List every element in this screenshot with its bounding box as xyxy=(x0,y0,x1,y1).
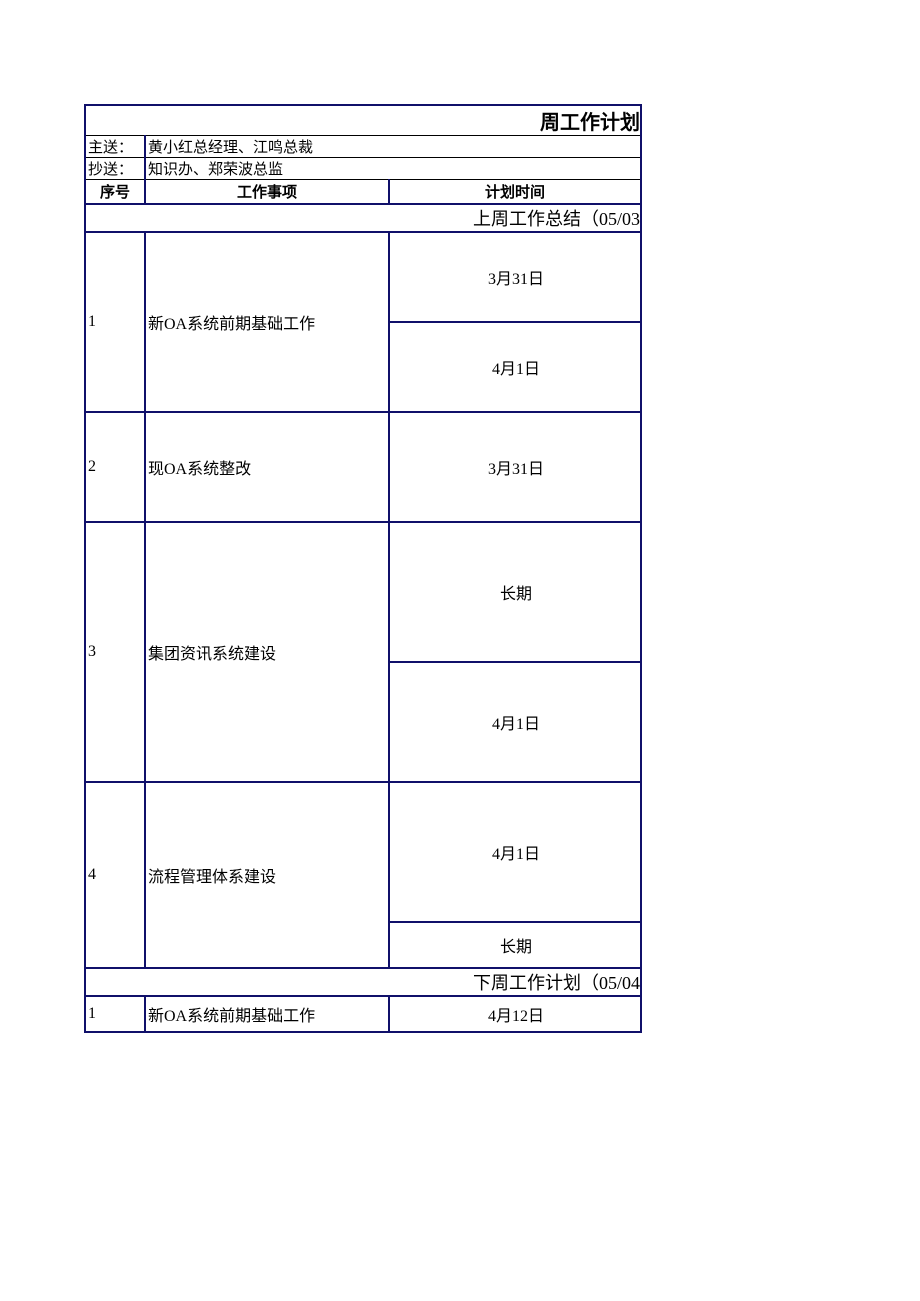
table-row: 1新OA系统前期基础工作3月31日 xyxy=(85,232,641,322)
row-index: 1 xyxy=(85,996,145,1032)
section-next-title: 下周工作计划（05/04 xyxy=(85,968,641,996)
title-row: 周工作计划 xyxy=(85,105,641,136)
send-value: 黄小红总经理、江鸣总裁 xyxy=(145,136,641,158)
meta-cc-row: 抄送： 知识办、郑荣波总监 xyxy=(85,158,641,180)
row-time: 3月31日 xyxy=(389,412,641,522)
meta-send-row: 主送： 黄小红总经理、江鸣总裁 xyxy=(85,136,641,158)
table-row: 2现OA系统整改3月31日 xyxy=(85,412,641,522)
row-time: 4月1日 xyxy=(389,782,641,922)
section-prev-title: 上周工作总结（05/03 xyxy=(85,204,641,232)
row-time: 4月1日 xyxy=(389,322,641,412)
row-index: 1 xyxy=(85,232,145,412)
row-item: 新OA系统前期基础工作 xyxy=(145,232,389,412)
row-time: 长期 xyxy=(389,522,641,662)
row-item: 集团资讯系统建设 xyxy=(145,522,389,782)
send-label: 主送： xyxy=(85,136,145,158)
section-next-row: 下周工作计划（05/04 xyxy=(85,968,641,996)
row-time: 4月1日 xyxy=(389,662,641,782)
row-time: 4月12日 xyxy=(389,996,641,1032)
row-item: 流程管理体系建设 xyxy=(145,782,389,968)
row-index: 2 xyxy=(85,412,145,522)
col-time-header: 计划时间 xyxy=(389,180,641,204)
column-header-row: 序号 工作事项 计划时间 xyxy=(85,180,641,204)
row-time: 3月31日 xyxy=(389,232,641,322)
table-row: 4流程管理体系建设4月1日 xyxy=(85,782,641,922)
cc-label: 抄送： xyxy=(85,158,145,180)
row-time: 长期 xyxy=(389,922,641,968)
doc-title: 周工作计划 xyxy=(85,105,641,136)
col-item-header: 工作事项 xyxy=(145,180,389,204)
row-index: 3 xyxy=(85,522,145,782)
col-idx-header: 序号 xyxy=(85,180,145,204)
row-index: 4 xyxy=(85,782,145,968)
work-plan-table: 周工作计划 主送： 黄小红总经理、江鸣总裁 抄送： 知识办、郑荣波总监 序号 工… xyxy=(84,104,640,1033)
table-row: 1新OA系统前期基础工作4月12日 xyxy=(85,996,641,1032)
prev-week-body: 1新OA系统前期基础工作3月31日4月1日2现OA系统整改3月31日3集团资讯系… xyxy=(85,232,641,968)
section-prev-row: 上周工作总结（05/03 xyxy=(85,204,641,232)
plan-table: 周工作计划 主送： 黄小红总经理、江鸣总裁 抄送： 知识办、郑荣波总监 序号 工… xyxy=(84,104,642,1033)
row-item: 现OA系统整改 xyxy=(145,412,389,522)
row-item: 新OA系统前期基础工作 xyxy=(145,996,389,1032)
next-week-body: 1新OA系统前期基础工作4月12日 xyxy=(85,996,641,1032)
table-row: 3集团资讯系统建设长期 xyxy=(85,522,641,662)
cc-value: 知识办、郑荣波总监 xyxy=(145,158,641,180)
